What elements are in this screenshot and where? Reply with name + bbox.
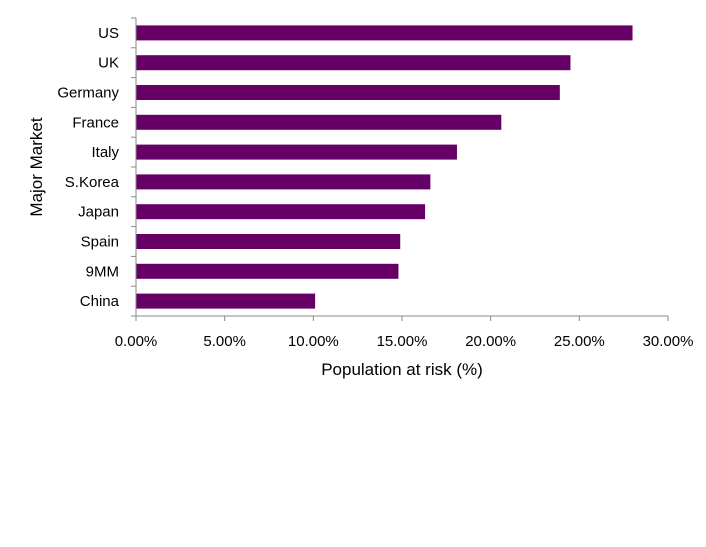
- bars-layer: [136, 25, 633, 309]
- bar-uk: [136, 55, 571, 71]
- category-label: S.Korea: [65, 174, 120, 191]
- x-tick-label: 5.00%: [203, 333, 246, 350]
- x-axis-title: Population at risk (%): [321, 360, 483, 379]
- bar-france: [136, 114, 502, 130]
- y-axis-title: Major Market: [27, 117, 46, 216]
- bar-9mm: [136, 263, 399, 279]
- category-label: France: [72, 114, 119, 131]
- category-label: UK: [98, 55, 119, 72]
- bar-china: [136, 293, 316, 309]
- category-label: Spain: [81, 234, 119, 251]
- category-label: Italy: [91, 144, 119, 161]
- category-label: 9MM: [86, 263, 119, 280]
- bar-japan: [136, 204, 426, 220]
- category-label: Germany: [57, 85, 119, 102]
- bar-italy: [136, 144, 457, 160]
- x-tick-label: 10.00%: [288, 333, 339, 350]
- x-tick-label: 25.00%: [554, 333, 605, 350]
- category-label: Japan: [78, 204, 119, 221]
- x-tick-label: 20.00%: [465, 333, 516, 350]
- category-label: US: [98, 25, 119, 42]
- bar-spain: [136, 234, 401, 249]
- ticks-layer: [131, 17, 669, 321]
- bar-us: [136, 25, 633, 41]
- bar-s-korea: [136, 174, 431, 190]
- x-tick-label: 15.00%: [377, 333, 428, 350]
- x-tick-label: 30.00%: [643, 333, 694, 350]
- category-label: China: [80, 293, 120, 310]
- bar-germany: [136, 85, 560, 100]
- labels-layer: US UK Germany France Italy S.Korea Japan Spain 9…: [57, 25, 693, 350]
- x-tick-label: 0.00%: [115, 333, 158, 350]
